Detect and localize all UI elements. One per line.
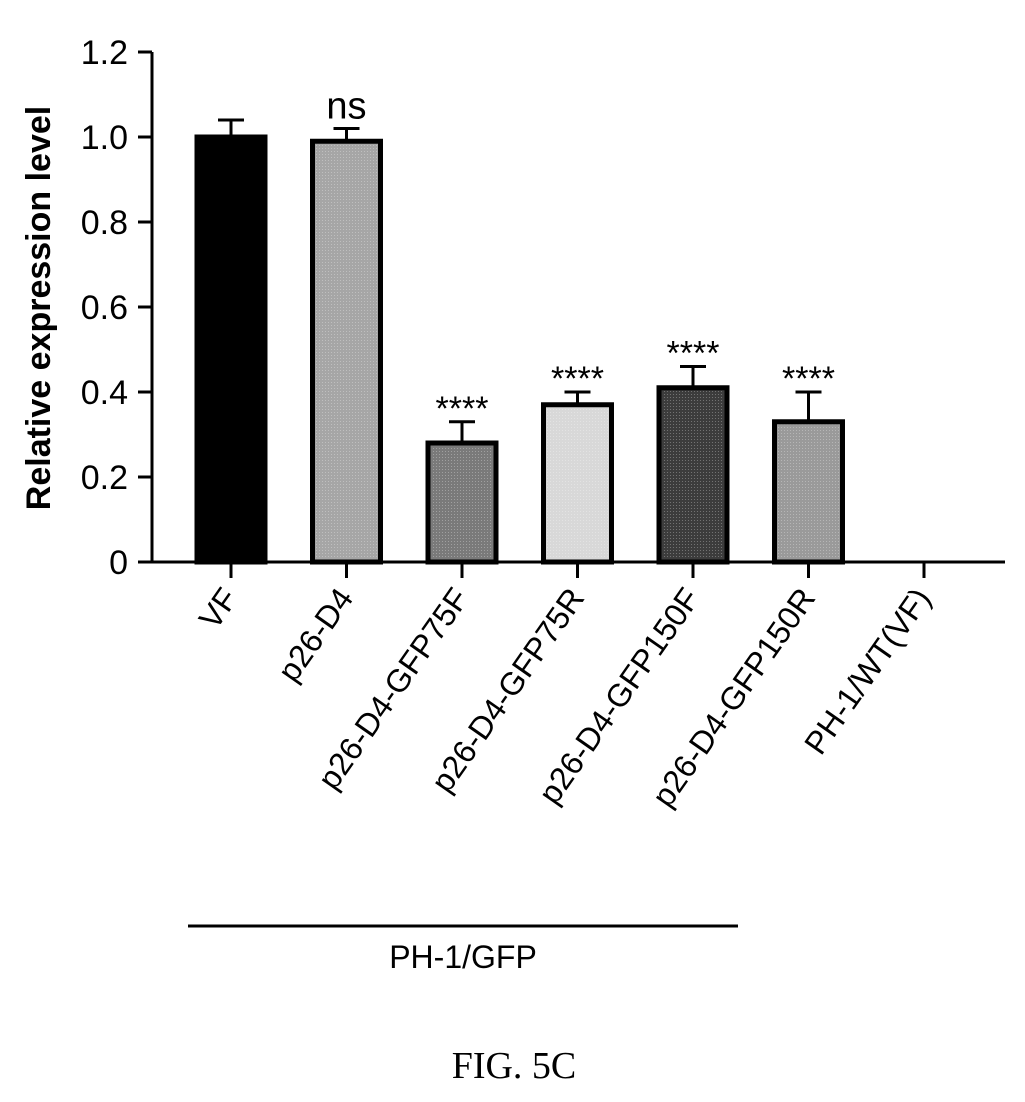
significance-label: **** (667, 335, 720, 373)
bar-texture (315, 144, 378, 559)
y-tick-label: 0.4 (81, 374, 128, 412)
significance-label: **** (782, 360, 835, 398)
plot-area: ns **** **** **** **** 0 0.2 0.4 0.6 0.8 1.0 1.2 V… (81, 34, 1005, 813)
y-tick-label: 0.6 (81, 289, 128, 327)
y-tick-label: 0.8 (81, 204, 128, 242)
y-ticks: 0 0.2 0.4 0.6 0.8 1.0 1.2 (81, 34, 152, 582)
bar-texture (546, 407, 609, 559)
bar-texture (662, 390, 724, 559)
group-bracket-label: PH-1/GFP (389, 939, 537, 975)
group-bracket: PH-1/GFP (188, 924, 738, 975)
y-tick-label: 1.0 (81, 119, 128, 157)
significance-label: **** (551, 360, 604, 398)
x-ticks: VF p26-D4p26-D4-GFP75Fp26-D4-GFP75Rp26-D4… (192, 562, 938, 813)
bars (194, 134, 845, 565)
bar-texture (431, 446, 493, 559)
error-bars (218, 118, 822, 443)
y-tick-label: 1.2 (81, 34, 128, 72)
significance-label: **** (436, 390, 489, 428)
x-tick-label: p26-D4 (271, 581, 361, 688)
figure-caption: FIG. 5C (452, 1045, 577, 1087)
significance-labels: ns **** **** **** **** (326, 86, 835, 428)
bar (194, 134, 268, 565)
y-axis-label: Relative expression level (20, 106, 58, 510)
x-tick-label: VF (192, 581, 245, 635)
significance-label: ns (326, 86, 366, 128)
x-tick-label: PH-1/WT(VF) (797, 581, 938, 760)
bar-texture (777, 424, 840, 559)
y-tick-label: 0 (109, 544, 128, 582)
y-tick-label: 0.2 (81, 459, 128, 497)
